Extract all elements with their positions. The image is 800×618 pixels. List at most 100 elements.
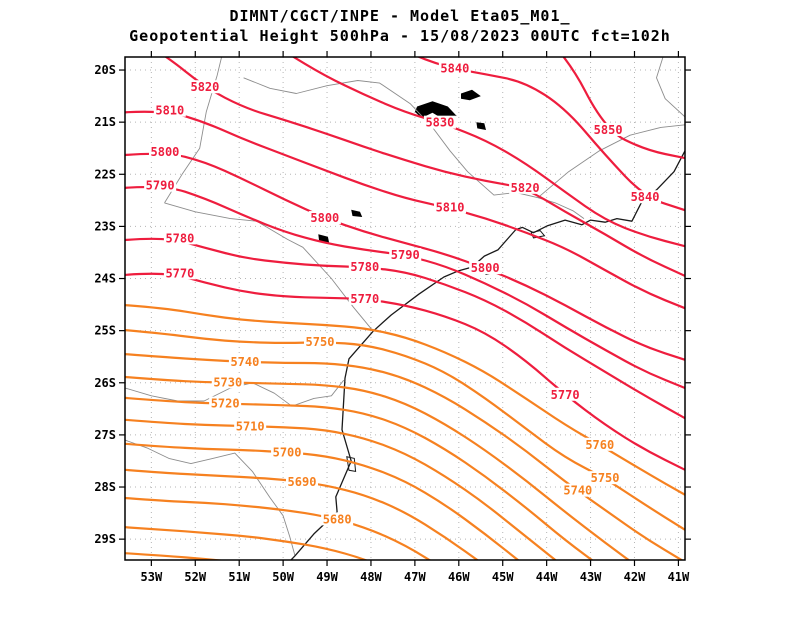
- reservoir-lake: [476, 122, 486, 130]
- state-border: [656, 57, 685, 118]
- contour-label-mask: [211, 375, 244, 389]
- x-tick-label: 53W: [141, 570, 163, 584]
- state-border: [125, 439, 296, 556]
- contour-label-mask: [228, 354, 261, 368]
- state-border: [164, 57, 223, 204]
- island-outline: [346, 456, 357, 473]
- contour-label: 5740: [230, 355, 259, 369]
- contour-label-mask: [321, 512, 354, 526]
- contour-line-5700: [125, 442, 520, 560]
- x-tick-label: 43W: [580, 570, 602, 584]
- contour-label: 5810: [155, 104, 184, 118]
- contour-label: 5750: [591, 471, 620, 485]
- y-tick-label: 22S: [94, 167, 116, 181]
- contour-line-5840: [416, 57, 685, 212]
- contour-label: 5730: [213, 375, 242, 389]
- contour-label: 5840: [440, 61, 469, 75]
- coastline: [290, 150, 685, 560]
- contour-label-mask: [163, 231, 196, 245]
- contour-label: 5710: [236, 420, 265, 434]
- contour-label-mask: [234, 419, 267, 433]
- axis-ticks: [119, 51, 691, 566]
- chart-title-line2: Geopotential Height 500hPa - 15/08/2023 …: [129, 27, 671, 45]
- state-border: [537, 124, 685, 199]
- contour-label-mask: [423, 115, 456, 129]
- x-tick-label: 48W: [360, 570, 382, 584]
- state-border: [243, 77, 585, 219]
- contour-label-mask: [348, 291, 381, 305]
- contour-label-mask: [583, 437, 616, 451]
- contour-label-mask: [308, 211, 341, 225]
- axis-tick-labels: 53W 52W 51W 50W 49W 48W 47W 46W 45W 44W 43W 42W 41W 2…: [94, 63, 690, 584]
- contour-line-5810: [125, 110, 685, 310]
- contour-label: 5830: [425, 116, 454, 130]
- contour-label: 5780: [350, 260, 379, 274]
- reservoir-lake: [461, 89, 481, 101]
- x-tick-label: 42W: [624, 570, 646, 584]
- y-tick-label: 25S: [94, 324, 116, 338]
- contour-label: 5700: [273, 446, 302, 460]
- contour-label-mask: [589, 471, 622, 485]
- y-tick-label: 29S: [94, 532, 116, 546]
- contour-label-mask: [304, 335, 337, 349]
- contour-label: 5740: [563, 484, 592, 498]
- contour-label: 5690: [288, 475, 317, 489]
- contour-label: 5680: [323, 512, 352, 526]
- contour-line-5750: [125, 329, 685, 531]
- contour-label-mask: [629, 190, 662, 204]
- contour-label: 5770: [350, 292, 379, 306]
- contour-label: 5720: [211, 397, 240, 411]
- x-tick-label: 45W: [492, 570, 514, 584]
- reservoir-lake: [351, 209, 363, 217]
- contour-label: 5790: [146, 179, 175, 193]
- contour-label-mask: [188, 80, 221, 94]
- contour-label: 5800: [310, 211, 339, 225]
- contour-line-5730: [125, 375, 631, 560]
- y-tick-label: 23S: [94, 219, 116, 233]
- x-tick-label: 47W: [404, 570, 426, 584]
- contour-label-mask: [549, 387, 582, 401]
- contour-label-mask: [592, 122, 625, 136]
- contour-label: 5750: [306, 335, 335, 349]
- contour-line-5740: [125, 353, 684, 560]
- contour-line-5850: [562, 57, 685, 160]
- y-tick-label: 20S: [94, 63, 116, 77]
- contour-label: 5810: [436, 201, 465, 215]
- contour-labels: 5850 5840 5840 5830 5820 5820 5810 5810 5800 5800…: [144, 61, 662, 526]
- contour-label: 5840: [631, 190, 660, 204]
- x-tick-label: 41W: [668, 570, 690, 584]
- contour-label: 5770: [551, 388, 580, 402]
- y-tick-label: 28S: [94, 480, 116, 494]
- y-tick-label: 27S: [94, 428, 116, 442]
- contour-label: 5790: [391, 248, 420, 262]
- contour-label-mask: [286, 474, 319, 488]
- contour-label: 5820: [190, 80, 219, 94]
- contour-label-mask: [389, 248, 422, 262]
- contour-label-mask: [434, 200, 467, 214]
- contour-label: 5800: [151, 145, 180, 159]
- x-tick-label: 51W: [228, 570, 250, 584]
- y-tick-label: 26S: [94, 376, 116, 390]
- y-tick-label: 24S: [94, 272, 116, 286]
- y-tick-label: 21S: [94, 115, 116, 129]
- contour-label: 5820: [511, 181, 540, 195]
- contour-line-5680: [125, 496, 432, 560]
- x-tick-label: 52W: [184, 570, 206, 584]
- contour-line-5770: [125, 272, 685, 471]
- contour-label: 5760: [585, 438, 614, 452]
- contour-label-mask: [153, 103, 186, 117]
- contour-label-mask: [561, 483, 594, 497]
- contour-label-mask: [271, 445, 304, 459]
- contour-label: 5780: [165, 231, 194, 245]
- contour-label-mask: [469, 261, 502, 275]
- contour-label-mask: [148, 144, 181, 158]
- contour-label-mask: [209, 396, 242, 410]
- graticule: [125, 57, 685, 560]
- contour-line-5710: [125, 418, 558, 560]
- x-tick-label: 46W: [448, 570, 470, 584]
- contour-label-mask: [144, 178, 177, 192]
- x-tick-label: 49W: [316, 570, 338, 584]
- contour-label: 5850: [594, 123, 623, 137]
